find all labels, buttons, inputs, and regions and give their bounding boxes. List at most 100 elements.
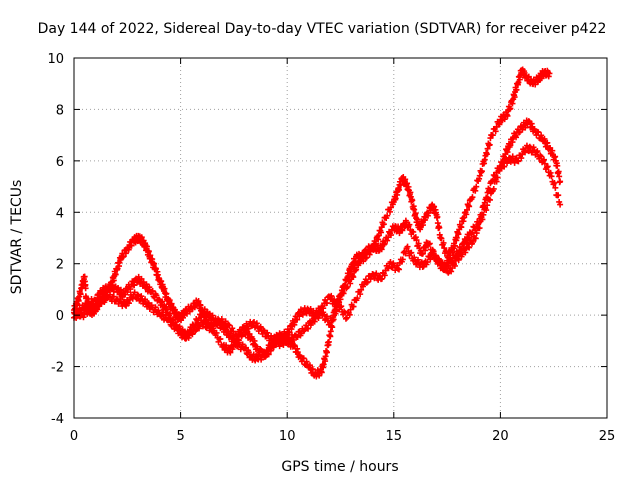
data-point <box>329 324 336 331</box>
data-point <box>158 278 165 285</box>
data-point <box>483 207 490 214</box>
data-point <box>300 355 307 362</box>
data-point <box>364 248 371 255</box>
data-point <box>472 187 479 194</box>
data-point <box>384 237 391 244</box>
data-point <box>269 339 276 346</box>
y-tick-label: 0 <box>56 309 64 324</box>
data-point <box>469 238 476 245</box>
data-point <box>253 320 260 327</box>
data-point <box>546 70 553 77</box>
data-point <box>122 301 129 308</box>
data-point <box>544 163 551 170</box>
data-point <box>494 174 501 181</box>
data-point <box>320 361 327 368</box>
data-point <box>473 183 480 190</box>
data-point <box>411 206 418 213</box>
data-point <box>170 320 177 327</box>
data-point <box>493 178 500 185</box>
data-point <box>455 256 462 263</box>
data-point <box>327 333 334 340</box>
data-point <box>544 139 551 146</box>
data-point <box>472 235 479 242</box>
data-point <box>413 237 420 244</box>
data-points <box>71 66 564 380</box>
data-point <box>264 329 271 336</box>
data-point <box>134 291 141 298</box>
data-point <box>511 94 518 101</box>
data-point <box>443 263 450 270</box>
data-point <box>387 259 394 266</box>
data-point <box>414 256 421 263</box>
data-point <box>534 148 541 155</box>
data-point <box>82 285 89 292</box>
data-point <box>396 186 403 193</box>
data-point <box>422 244 429 251</box>
data-point <box>504 149 511 156</box>
data-point <box>441 245 448 252</box>
data-point <box>162 312 169 319</box>
data-point <box>385 265 392 272</box>
data-point <box>533 149 540 156</box>
data-point <box>392 195 399 202</box>
data-point <box>543 164 550 171</box>
data-point <box>80 314 87 321</box>
data-point <box>476 225 483 232</box>
data-point <box>210 325 217 332</box>
data-point <box>513 86 520 93</box>
data-point <box>380 221 387 228</box>
data-point <box>354 295 361 302</box>
data-point <box>507 142 514 149</box>
data-point <box>148 288 155 295</box>
data-point <box>189 331 196 338</box>
data-point <box>217 335 224 342</box>
data-point <box>515 158 522 165</box>
data-point <box>325 338 332 345</box>
data-point <box>414 216 421 223</box>
data-point <box>182 335 189 342</box>
data-point <box>117 295 124 302</box>
data-point <box>426 240 433 247</box>
data-point <box>305 325 312 332</box>
data-point <box>357 291 364 298</box>
data-point <box>265 351 272 358</box>
data-point <box>478 168 485 175</box>
data-point <box>177 326 184 333</box>
data-point <box>557 201 564 208</box>
y-tick-label: 8 <box>56 103 64 118</box>
data-point <box>257 323 264 330</box>
data-point <box>290 336 297 343</box>
data-point <box>102 297 109 304</box>
data-point <box>237 330 244 337</box>
data-point <box>451 262 458 269</box>
data-point <box>257 345 264 352</box>
y-tick-label: 2 <box>56 258 64 273</box>
y-tick-label: 6 <box>56 155 64 170</box>
x-tick-label: 25 <box>599 429 616 444</box>
data-point <box>246 330 253 337</box>
data-point <box>538 153 545 160</box>
x-tick-label: 5 <box>176 429 184 444</box>
data-point <box>473 230 480 237</box>
data-point <box>138 293 145 300</box>
data-point <box>125 300 132 307</box>
data-point <box>315 315 322 322</box>
data-point <box>501 163 508 170</box>
data-point <box>94 303 101 310</box>
data-point <box>238 329 245 336</box>
data-point <box>466 203 473 210</box>
data-point <box>530 144 537 151</box>
data-point <box>334 300 341 307</box>
data-point <box>153 292 160 299</box>
data-point <box>149 287 156 294</box>
data-point <box>555 192 562 199</box>
data-point <box>353 266 360 273</box>
data-point <box>525 73 532 80</box>
data-point <box>350 274 357 281</box>
data-point <box>484 202 491 209</box>
data-point <box>226 322 233 329</box>
data-point <box>196 325 203 332</box>
data-point <box>159 298 166 305</box>
data-point <box>245 325 252 332</box>
data-point <box>344 283 351 290</box>
